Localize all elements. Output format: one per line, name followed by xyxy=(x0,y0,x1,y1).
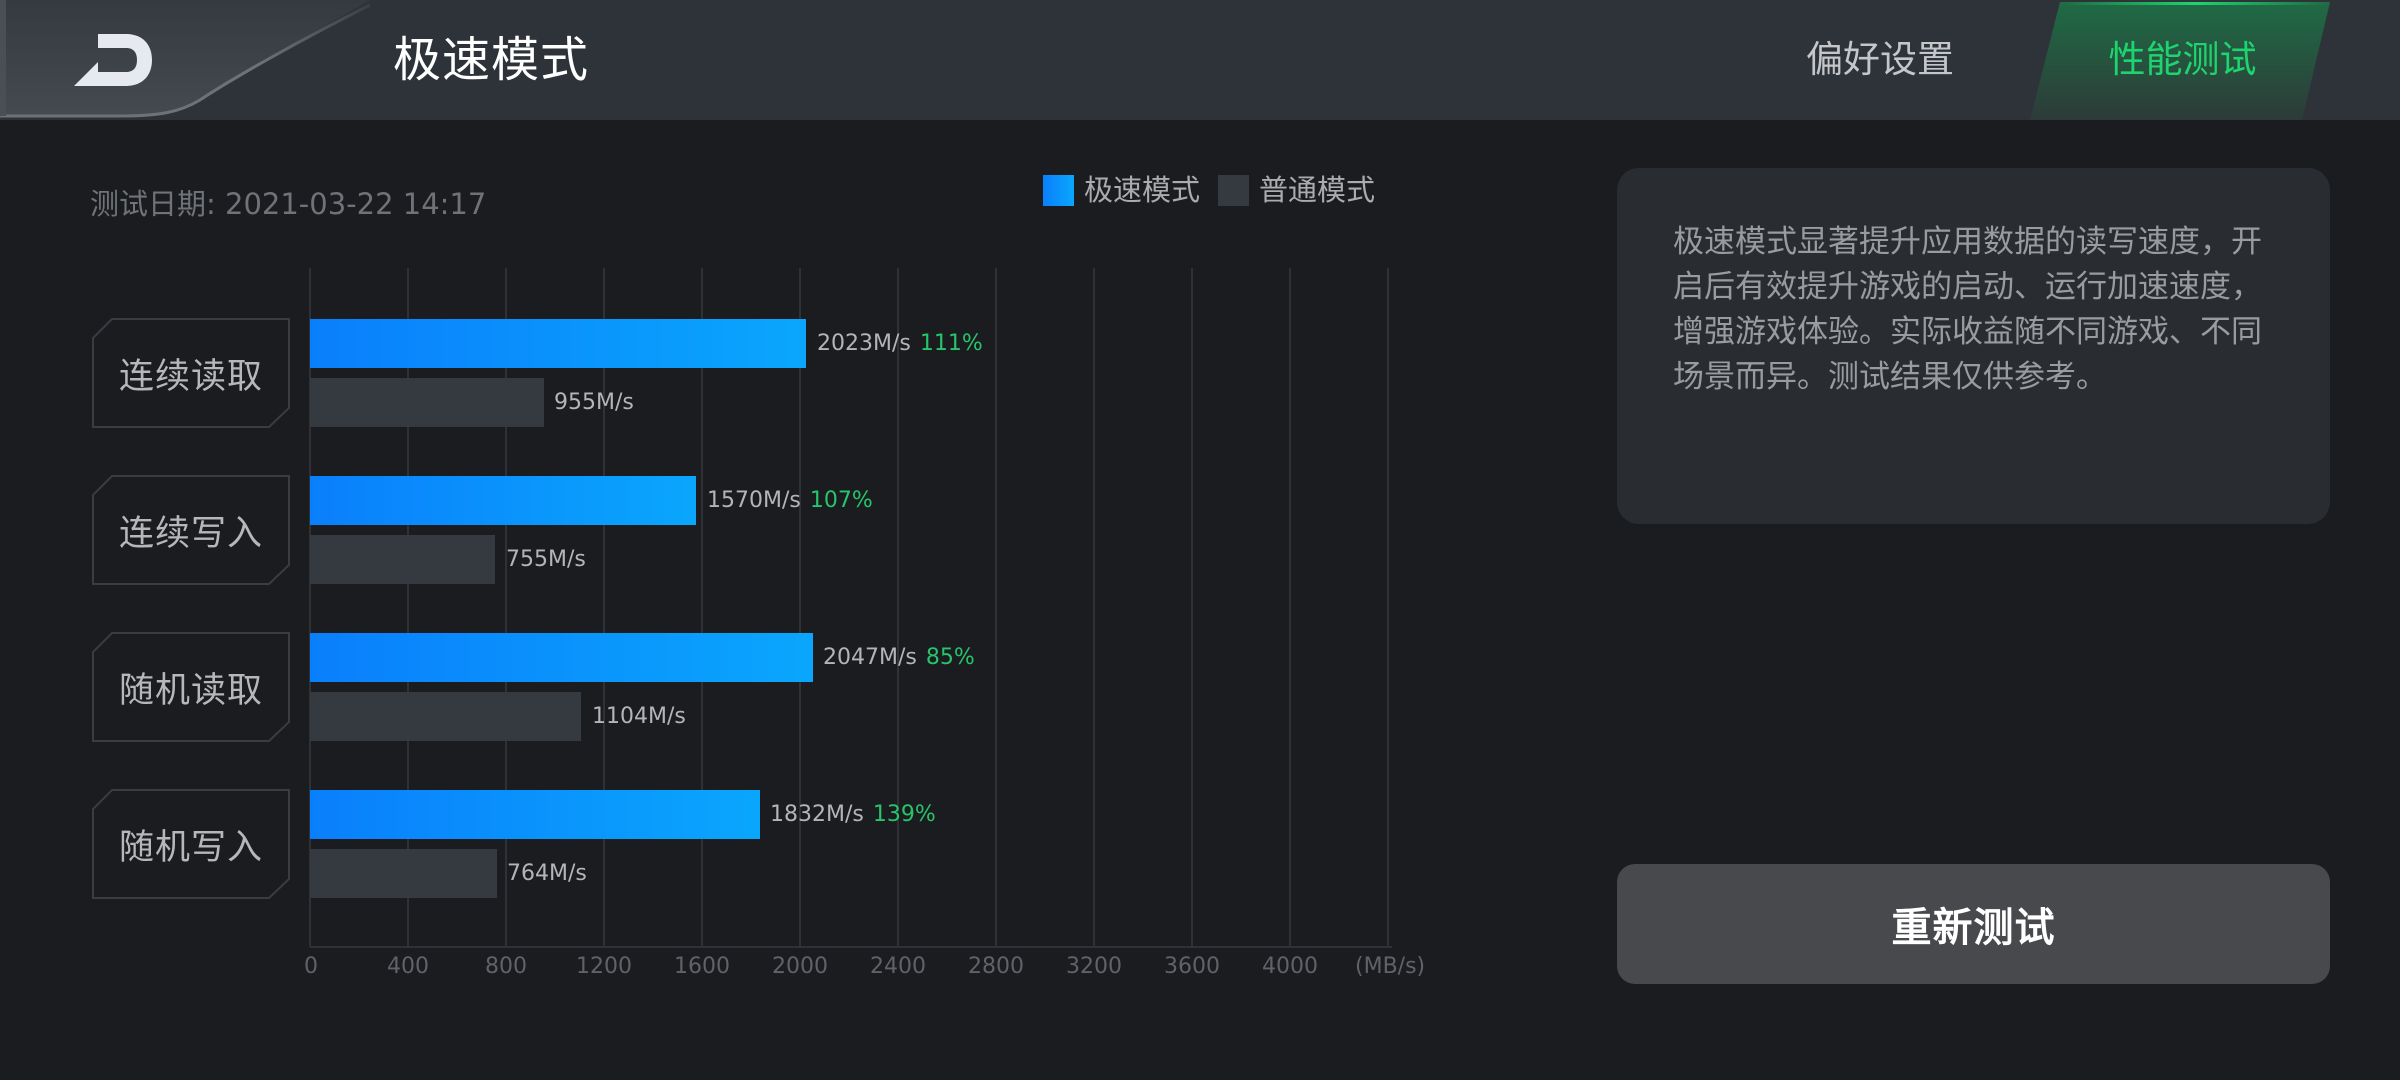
test-date: 测试日期: 2021-03-22 14:17 xyxy=(90,187,487,221)
improvement-pct: 111% xyxy=(919,331,983,356)
bar-normal-seq-read xyxy=(310,378,544,427)
bar-value-normal: 764M/s xyxy=(507,861,587,886)
header-decoration xyxy=(0,0,371,118)
x-tick: 2400 xyxy=(870,954,926,979)
x-tick: 1200 xyxy=(576,954,632,979)
bar-normal-rand-write xyxy=(310,849,497,898)
x-tick: 400 xyxy=(387,954,429,979)
improvement-pct: 139% xyxy=(872,802,936,827)
improvement-pct: 85% xyxy=(925,645,975,670)
x-tick: 1600 xyxy=(674,954,730,979)
bar-value-fast: 2023M/s 111% xyxy=(817,331,983,356)
bar-fast-rand-read xyxy=(310,633,813,682)
chart-legend: 极速模式 普通模式 xyxy=(1043,172,1393,208)
retest-button[interactable]: 重新测试 xyxy=(1617,864,2330,984)
bar-fast-rand-write xyxy=(310,790,760,839)
improvement-pct: 107% xyxy=(809,488,873,513)
bar-value-normal: 755M/s xyxy=(506,547,586,572)
bar-fast-seq-read xyxy=(310,319,806,368)
tab-preferences[interactable]: 偏好设置 xyxy=(1760,0,2000,120)
legend-swatch-normal xyxy=(1218,174,1250,206)
x-tick: 0 xyxy=(304,954,318,979)
x-tick: 2800 xyxy=(968,954,1024,979)
tab-performance-test[interactable]: 性能测试 xyxy=(2030,0,2335,120)
legend-swatch-fast xyxy=(1043,174,1074,206)
category-label-rand-read: 随机读取 xyxy=(92,632,290,742)
category-label-seq-read: 连续读取 xyxy=(92,318,290,428)
legend-label-normal: 普通模式 xyxy=(1259,173,1376,207)
x-tick: 4000 xyxy=(1262,954,1318,979)
bar-normal-seq-write xyxy=(310,535,495,584)
legend-label-fast: 极速模式 xyxy=(1084,173,1201,207)
bar-value-fast: 2047M/s 85% xyxy=(823,645,975,670)
bar-value-fast: 1832M/s 139% xyxy=(770,802,936,827)
info-card: 极速模式显著提升应用数据的读写速度，开启后有效提升游戏的启动、运行加速速度，增强… xyxy=(1617,168,2330,524)
category-label-seq-write: 连续写入 xyxy=(92,475,290,585)
bar-value-fast: 1570M/s 107% xyxy=(707,488,873,513)
bar-value-normal: 1104M/s xyxy=(592,704,686,729)
x-tick: 3200 xyxy=(1066,954,1122,979)
info-description: 极速模式显著提升应用数据的读写速度，开启后有效提升游戏的启动、运行加速速度，增强… xyxy=(1673,224,2262,395)
bar-fast-seq-write xyxy=(310,476,696,525)
tab-label: 性能测试 xyxy=(2108,38,2257,81)
category-label-rand-write: 随机写入 xyxy=(92,789,290,899)
label-frame xyxy=(92,632,290,742)
d-logo-icon[interactable] xyxy=(74,34,152,86)
bar-normal-rand-read xyxy=(310,692,581,741)
x-tick: 3600 xyxy=(1164,954,1220,979)
x-tick: 800 xyxy=(485,954,527,979)
x-tick: 2000 xyxy=(772,954,828,979)
label-frame xyxy=(92,475,290,585)
header-bar: 极速模式 偏好设置 性能测试 xyxy=(0,0,2400,120)
page-title: 极速模式 xyxy=(393,32,590,88)
label-frame xyxy=(92,789,290,899)
x-axis-unit: (MB/s) xyxy=(1355,954,1426,979)
bar-value-normal: 955M/s xyxy=(554,390,634,415)
label-frame xyxy=(92,318,290,428)
active-tab-highlight xyxy=(2030,2,2330,120)
tab-label: 偏好设置 xyxy=(1806,38,1954,81)
